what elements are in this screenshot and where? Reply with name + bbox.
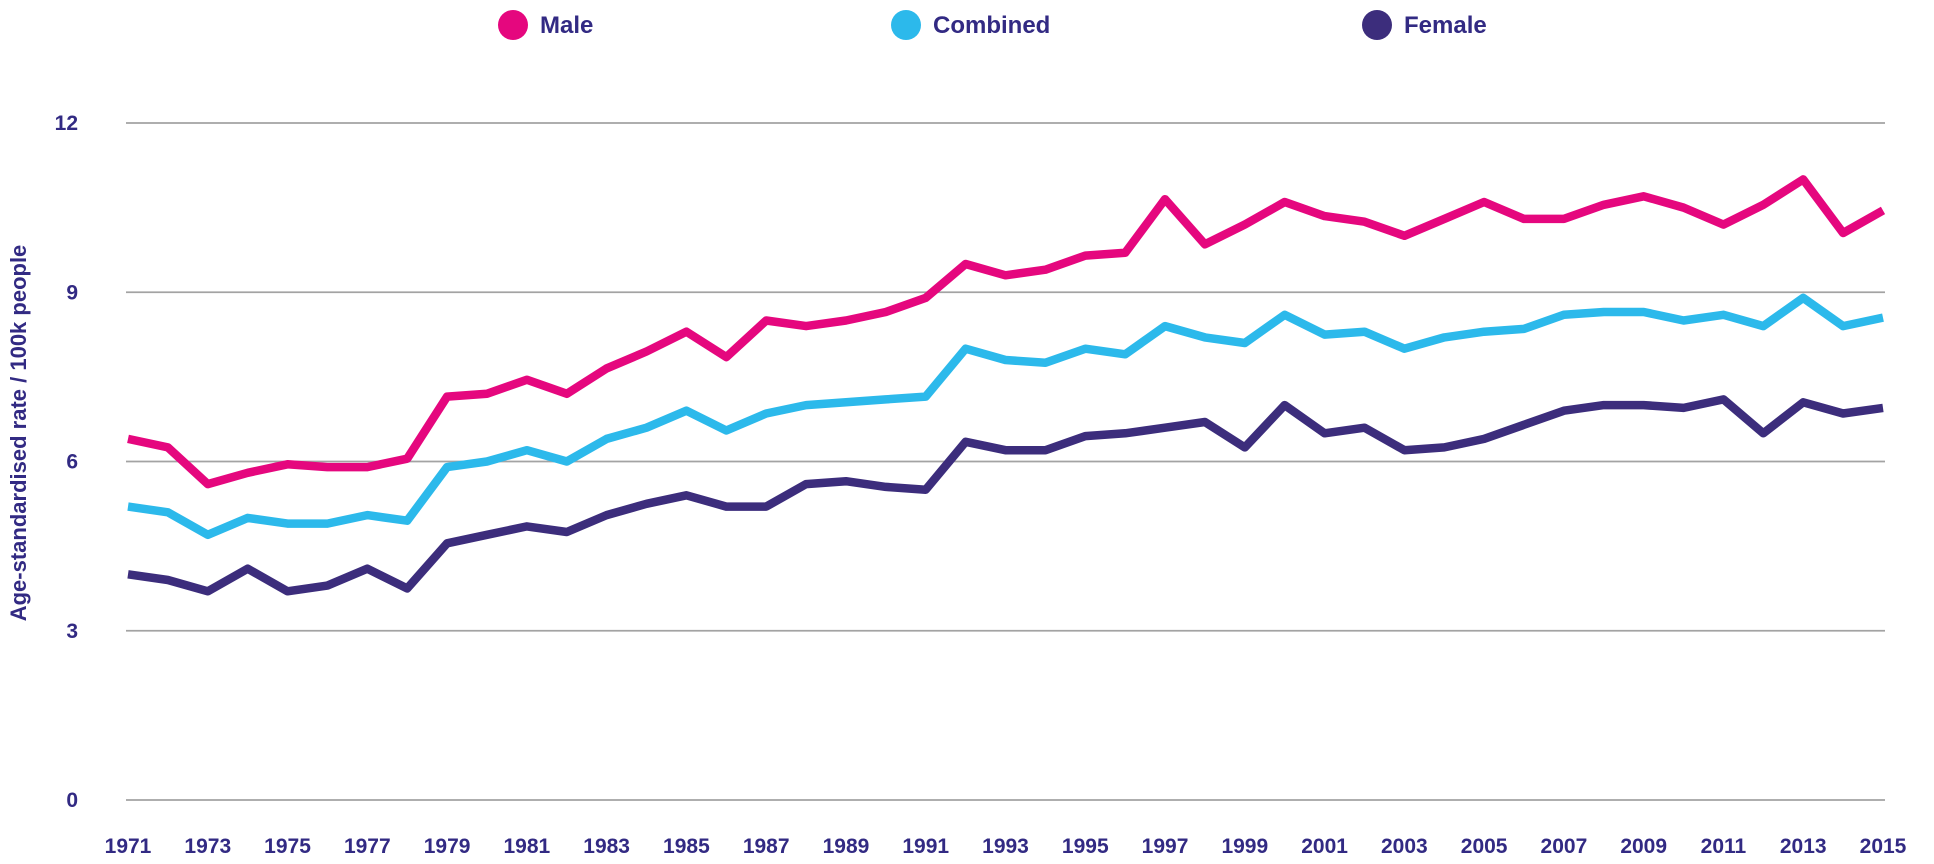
- series-lines: [127, 175, 1886, 596]
- x-axis-tick-labels: 1971 1973 1975 1977 1979 1981 1983 1985 1987 1989…: [105, 835, 1907, 858]
- legend-label-male: Male: [540, 12, 593, 39]
- x-tick-label: 1971: [105, 835, 152, 858]
- series-line-male: [127, 175, 1886, 489]
- x-tick-label: 2015: [1860, 835, 1907, 858]
- x-tick-label: 1975: [264, 835, 311, 858]
- y-tick-label: 0: [66, 789, 78, 812]
- x-tick-label: 1977: [344, 835, 391, 858]
- series-line-combined: [127, 293, 1884, 540]
- legend-item-combined: Combined: [891, 10, 1050, 40]
- x-tick-label: 1989: [823, 835, 870, 858]
- x-tick-label: 1979: [424, 835, 471, 858]
- legend-item-female: Female: [1362, 10, 1487, 40]
- x-tick-label: 1991: [902, 835, 949, 858]
- x-tick-label: 1973: [184, 835, 231, 858]
- x-tick-label: 2003: [1381, 835, 1428, 858]
- y-axis-title: Age-standardised rate / 100k people: [6, 245, 31, 622]
- legend-label-combined: Combined: [933, 12, 1050, 39]
- x-tick-label: 1987: [743, 835, 790, 858]
- x-tick-label: 2001: [1301, 835, 1348, 858]
- x-tick-label: 1997: [1142, 835, 1189, 858]
- x-tick-label: 2013: [1780, 835, 1827, 858]
- gridlines: [126, 122, 1885, 801]
- legend-swatch-combined-icon: [891, 10, 921, 40]
- y-tick-label: 12: [55, 112, 78, 135]
- x-tick-label: 1985: [663, 835, 710, 858]
- x-tick-label: 1995: [1062, 835, 1109, 858]
- y-axis-tick-labels: 0 3 6 9 12: [55, 112, 78, 812]
- legend-label-female: Female: [1404, 12, 1487, 39]
- x-tick-label: 2005: [1461, 835, 1508, 858]
- x-tick-label: 2011: [1701, 835, 1747, 858]
- x-tick-label: 1999: [1221, 835, 1268, 858]
- x-tick-label: 1983: [583, 835, 630, 858]
- x-tick-label: 1993: [982, 835, 1029, 858]
- series-line-female: [127, 395, 1884, 596]
- legend-swatch-male-icon: [498, 10, 528, 40]
- legend: Male Combined Female: [498, 10, 1487, 40]
- legend-item-male: Male: [498, 10, 593, 40]
- x-tick-label: 2009: [1620, 835, 1667, 858]
- x-tick-label: 1981: [504, 835, 551, 858]
- x-tick-label: 2007: [1541, 835, 1588, 858]
- legend-swatch-female-icon: [1362, 10, 1392, 40]
- y-tick-label: 9: [66, 281, 78, 304]
- y-tick-label: 3: [66, 620, 78, 643]
- y-tick-label: 6: [66, 451, 78, 474]
